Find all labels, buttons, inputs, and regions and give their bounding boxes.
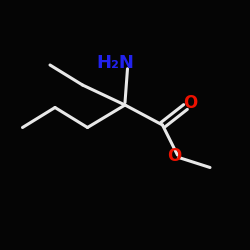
Text: O: O: [183, 94, 197, 112]
Text: O: O: [168, 147, 181, 165]
Text: H₂N: H₂N: [96, 54, 134, 72]
